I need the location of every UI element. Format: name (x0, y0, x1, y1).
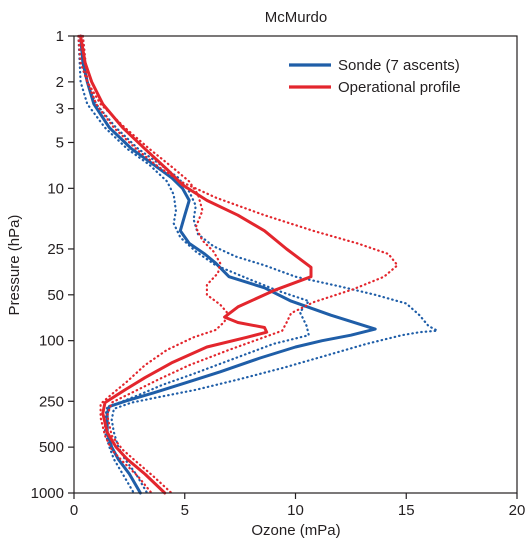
series-line-2-dotted (81, 34, 439, 495)
y-tick-label: 2 (56, 74, 64, 91)
series-layer (77, 34, 439, 495)
x-axis-title: Ozone (mPa) (251, 522, 340, 539)
x-tick-label: 5 (181, 502, 189, 519)
y-tick-label: 1 (56, 28, 64, 45)
x-tick-label: 20 (509, 502, 526, 519)
y-tick-label: 100 (39, 333, 64, 350)
y-axis-title: Pressure (hPa) (6, 215, 23, 316)
y-tick-label: 1000 (31, 485, 64, 502)
y-tick-label: 500 (39, 439, 64, 456)
series-line-5-dotted (77, 34, 399, 495)
series-line-3-solid (79, 34, 313, 495)
y-tick-label: 50 (47, 287, 64, 304)
y-tick-label: 250 (39, 393, 64, 410)
y-tick-label: 10 (47, 180, 64, 197)
legend-label: Operational profile (338, 79, 461, 96)
x-tick-label: 0 (70, 502, 78, 519)
series-line-1-dotted (77, 34, 310, 495)
x-tick-label: 10 (287, 502, 304, 519)
legend-label: Sonde (7 ascents) (338, 57, 460, 74)
legend: Sonde (7 ascents) Operational profile (289, 57, 461, 96)
x-tick-label: 15 (398, 502, 415, 519)
y-tick-label: 25 (47, 241, 64, 258)
axes-layer: 1 2 3 5 10 25 50 100 250 500 1000 0 5 10 15 20 (31, 28, 526, 519)
y-tick-label: 3 (56, 101, 64, 118)
chart-title: McMurdo (265, 9, 328, 26)
plot-frame (73, 35, 518, 494)
series-line-4-dotted (81, 34, 228, 495)
y-tick-label: 5 (56, 134, 64, 151)
series-line-0-solid (79, 34, 377, 495)
